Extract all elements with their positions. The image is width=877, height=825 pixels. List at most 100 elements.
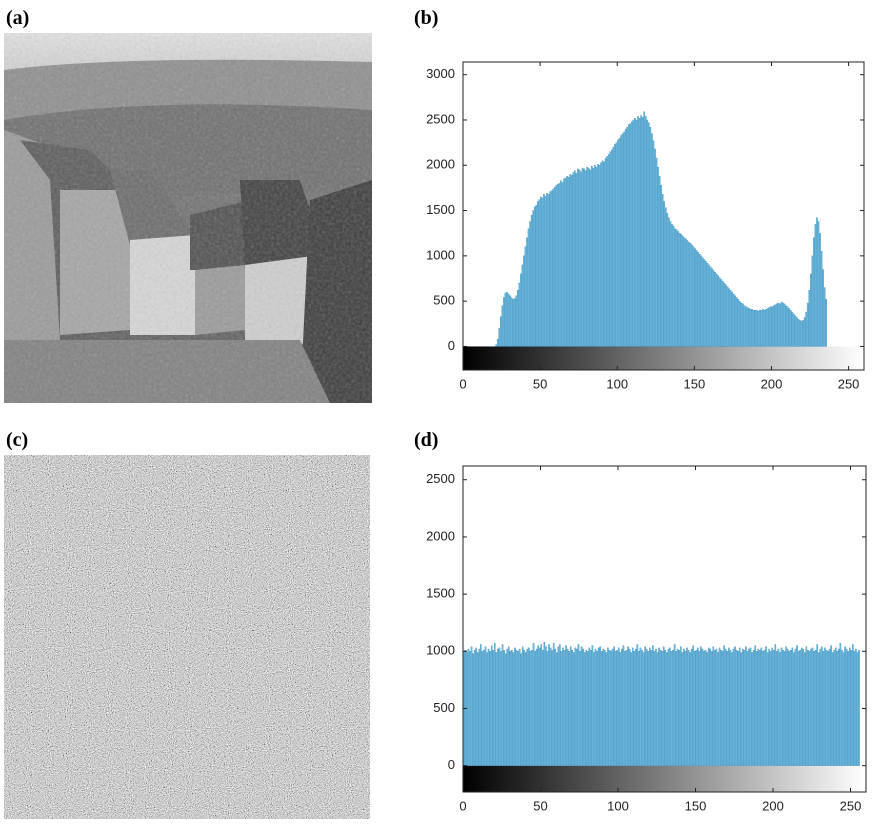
bar — [686, 647, 688, 766]
bar — [523, 650, 525, 766]
bar — [835, 647, 837, 766]
bar — [719, 277, 721, 347]
bar — [532, 643, 535, 766]
bar — [760, 647, 763, 766]
bar — [554, 186, 556, 347]
bar — [495, 652, 498, 766]
bar — [708, 264, 710, 347]
plot-frame — [462, 465, 867, 793]
bar — [513, 298, 516, 347]
bar — [788, 308, 790, 347]
bar — [480, 644, 482, 766]
bar — [731, 291, 733, 347]
bar — [555, 185, 558, 347]
bar — [821, 646, 823, 766]
bar — [655, 648, 657, 766]
bar — [825, 650, 828, 766]
bar — [649, 647, 651, 766]
bar — [629, 123, 632, 347]
bar — [655, 157, 658, 347]
bar — [643, 111, 645, 347]
bar — [712, 646, 715, 766]
bar — [668, 217, 670, 347]
bar — [769, 306, 772, 347]
bar — [721, 651, 724, 766]
bar — [810, 648, 812, 766]
bar — [579, 651, 581, 766]
bar — [607, 154, 610, 347]
bar — [735, 297, 738, 347]
bar — [763, 310, 766, 347]
bar — [587, 651, 589, 766]
bar — [819, 648, 822, 766]
bar — [596, 651, 598, 766]
bar — [797, 319, 800, 347]
bar — [839, 643, 842, 766]
bar — [487, 648, 490, 766]
bar — [566, 175, 568, 347]
bar — [783, 303, 786, 347]
bar — [814, 650, 817, 766]
bar — [574, 647, 577, 766]
bar — [606, 156, 608, 347]
bar — [856, 652, 859, 766]
bar — [828, 648, 831, 766]
bar — [506, 648, 508, 766]
bar — [777, 648, 780, 766]
bar — [580, 646, 583, 766]
bar — [598, 165, 601, 347]
bar — [711, 268, 713, 347]
bar — [467, 648, 470, 766]
bar — [599, 646, 601, 766]
bar — [674, 228, 676, 347]
bar — [515, 650, 518, 766]
bar — [830, 645, 832, 766]
bar — [688, 242, 690, 347]
bar — [507, 293, 510, 347]
bar — [808, 651, 811, 766]
x-tick-label: 150 — [685, 798, 707, 813]
bar — [759, 650, 761, 766]
bar — [472, 653, 474, 766]
bar — [662, 646, 665, 766]
bar — [806, 302, 809, 347]
bar — [796, 645, 798, 766]
bar — [714, 272, 716, 347]
bar — [751, 309, 753, 347]
bar — [755, 651, 758, 766]
x-tick-label: 100 — [607, 798, 629, 813]
bar — [785, 646, 787, 766]
bar — [855, 648, 857, 766]
bar — [636, 644, 639, 766]
bar — [573, 652, 575, 766]
bar — [793, 313, 795, 347]
bar — [504, 292, 507, 347]
bar — [660, 185, 662, 347]
bar — [702, 257, 704, 347]
bar — [645, 648, 648, 766]
bar — [517, 651, 519, 766]
bar — [817, 221, 820, 347]
bar — [690, 648, 693, 766]
x-tick-label: 200 — [761, 376, 783, 391]
bar — [556, 652, 558, 766]
bar — [628, 648, 631, 766]
colorbar — [463, 346, 864, 370]
bar — [577, 644, 580, 766]
bar — [631, 121, 633, 347]
bar — [791, 311, 794, 347]
bar — [762, 651, 764, 766]
photo-c — [4, 455, 370, 819]
bar — [644, 116, 647, 347]
bar — [631, 647, 634, 766]
bar — [822, 269, 824, 347]
bar — [701, 648, 704, 766]
bar — [614, 144, 616, 347]
bar — [581, 167, 584, 347]
bar — [765, 646, 767, 766]
bar — [489, 651, 491, 766]
colorbar — [463, 765, 866, 792]
bar — [652, 645, 654, 766]
bar — [756, 310, 758, 347]
bar — [639, 647, 642, 766]
